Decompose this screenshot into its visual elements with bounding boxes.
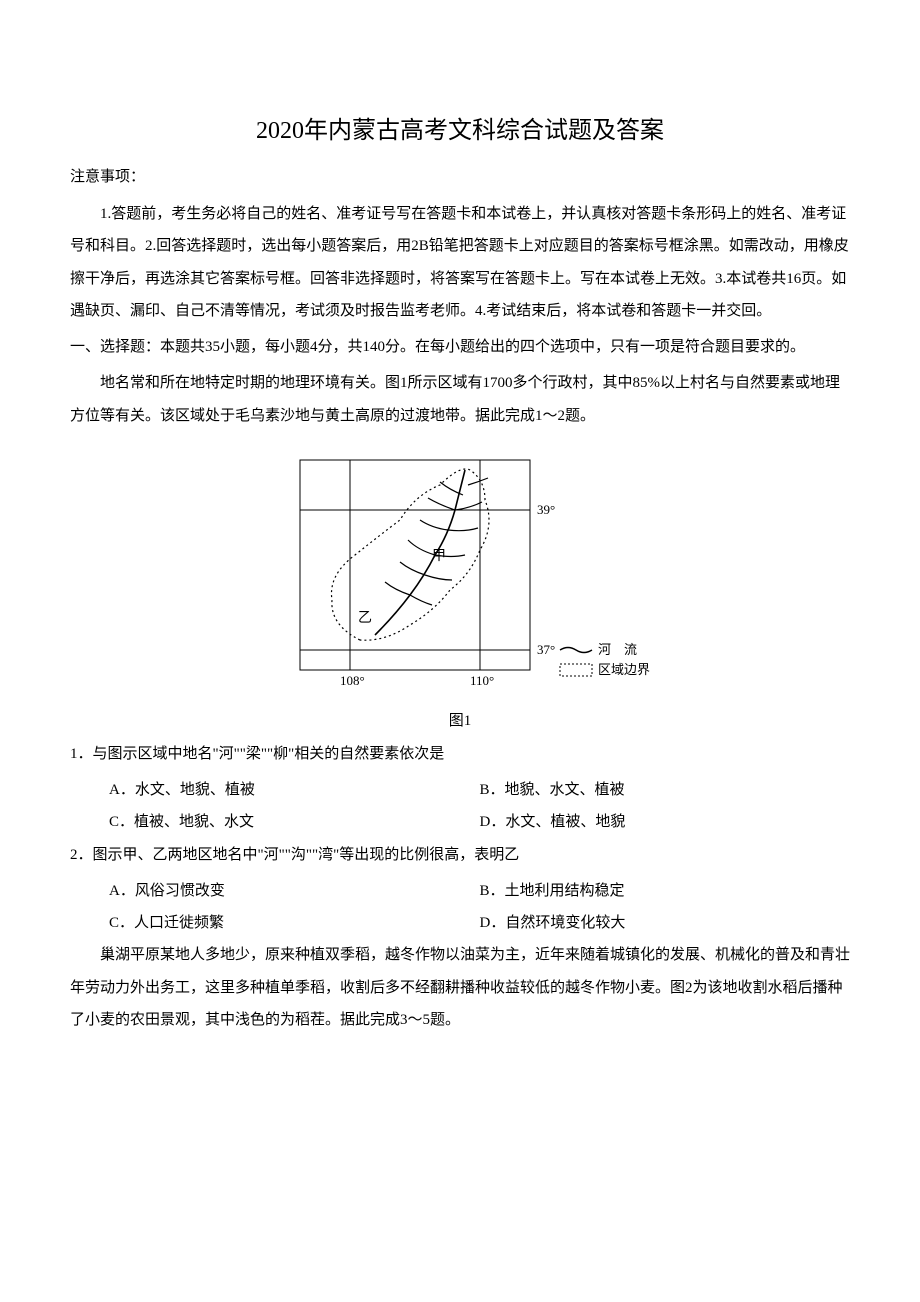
q2-opt-d: D．自然环境变化较大 (480, 907, 851, 939)
q1-row2: C．植被、地貌、水文 D．水文、植被、地貌 (70, 806, 850, 838)
section-heading: 一、选择题：本题共35小题，每小题4分，共140分。在每小题给出的四个选项中，只… (105, 331, 851, 363)
q1-opt-a: A．水文、地貌、植被 (109, 774, 480, 806)
passage-1: 地名常和所在地特定时期的地理环境有关。图1所示区域有1700多个行政村，其中85… (70, 367, 850, 432)
q2-row1: A．风俗习惯改变 B．土地利用结构稳定 (70, 875, 850, 907)
lat-37-label: 37° (537, 642, 555, 657)
lon-110-label: 110° (470, 673, 494, 688)
q1-opt-c: C．植被、地貌、水文 (109, 806, 480, 838)
q1-stem: 1．与图示区域中地名"河""梁""柳"相关的自然要素依次是 (70, 738, 850, 770)
page-title: 2020年内蒙古高考文科综合试题及答案 (70, 110, 850, 145)
figure-1: 甲 乙 39° 37° 108° 110° 河 流 区域边界 (70, 440, 850, 705)
legend-boundary-label: 区域边界 (598, 662, 650, 677)
q1-opt-b: B．地貌、水文、植被 (480, 774, 851, 806)
lat-39-label: 39° (537, 502, 555, 517)
notice-body: 1.答题前，考生务必将自己的姓名、准考证号写在答题卡和本试卷上，并认真核对答题卡… (70, 198, 850, 327)
q2-opt-a: A．风俗习惯改变 (109, 875, 480, 907)
q2-stem: 2．图示甲、乙两地区地名中"河""沟""湾"等出现的比例很高，表明乙 (70, 839, 850, 871)
q1-row1: A．水文、地貌、植被 B．地貌、水文、植被 (70, 774, 850, 806)
legend-river-label: 河 流 (598, 642, 637, 657)
marker-jia-label: 甲 (432, 549, 446, 564)
q1-opt-d: D．水文、植被、地貌 (480, 806, 851, 838)
notice-heading: 注意事项： (70, 165, 850, 186)
lon-108-label: 108° (340, 673, 365, 688)
q2-opt-b: B．土地利用结构稳定 (480, 875, 851, 907)
q2-opt-c: C．人口迁徙频繁 (109, 907, 480, 939)
passage-2: 巢湖平原某地人多地少，原来种植双季稻，越冬作物以油菜为主，近年来随着城镇化的发展… (70, 939, 850, 1036)
q2-row2: C．人口迁徙频繁 D．自然环境变化较大 (70, 907, 850, 939)
marker-yi-label: 乙 (358, 610, 372, 626)
figure-1-caption: 图1 (70, 709, 850, 730)
